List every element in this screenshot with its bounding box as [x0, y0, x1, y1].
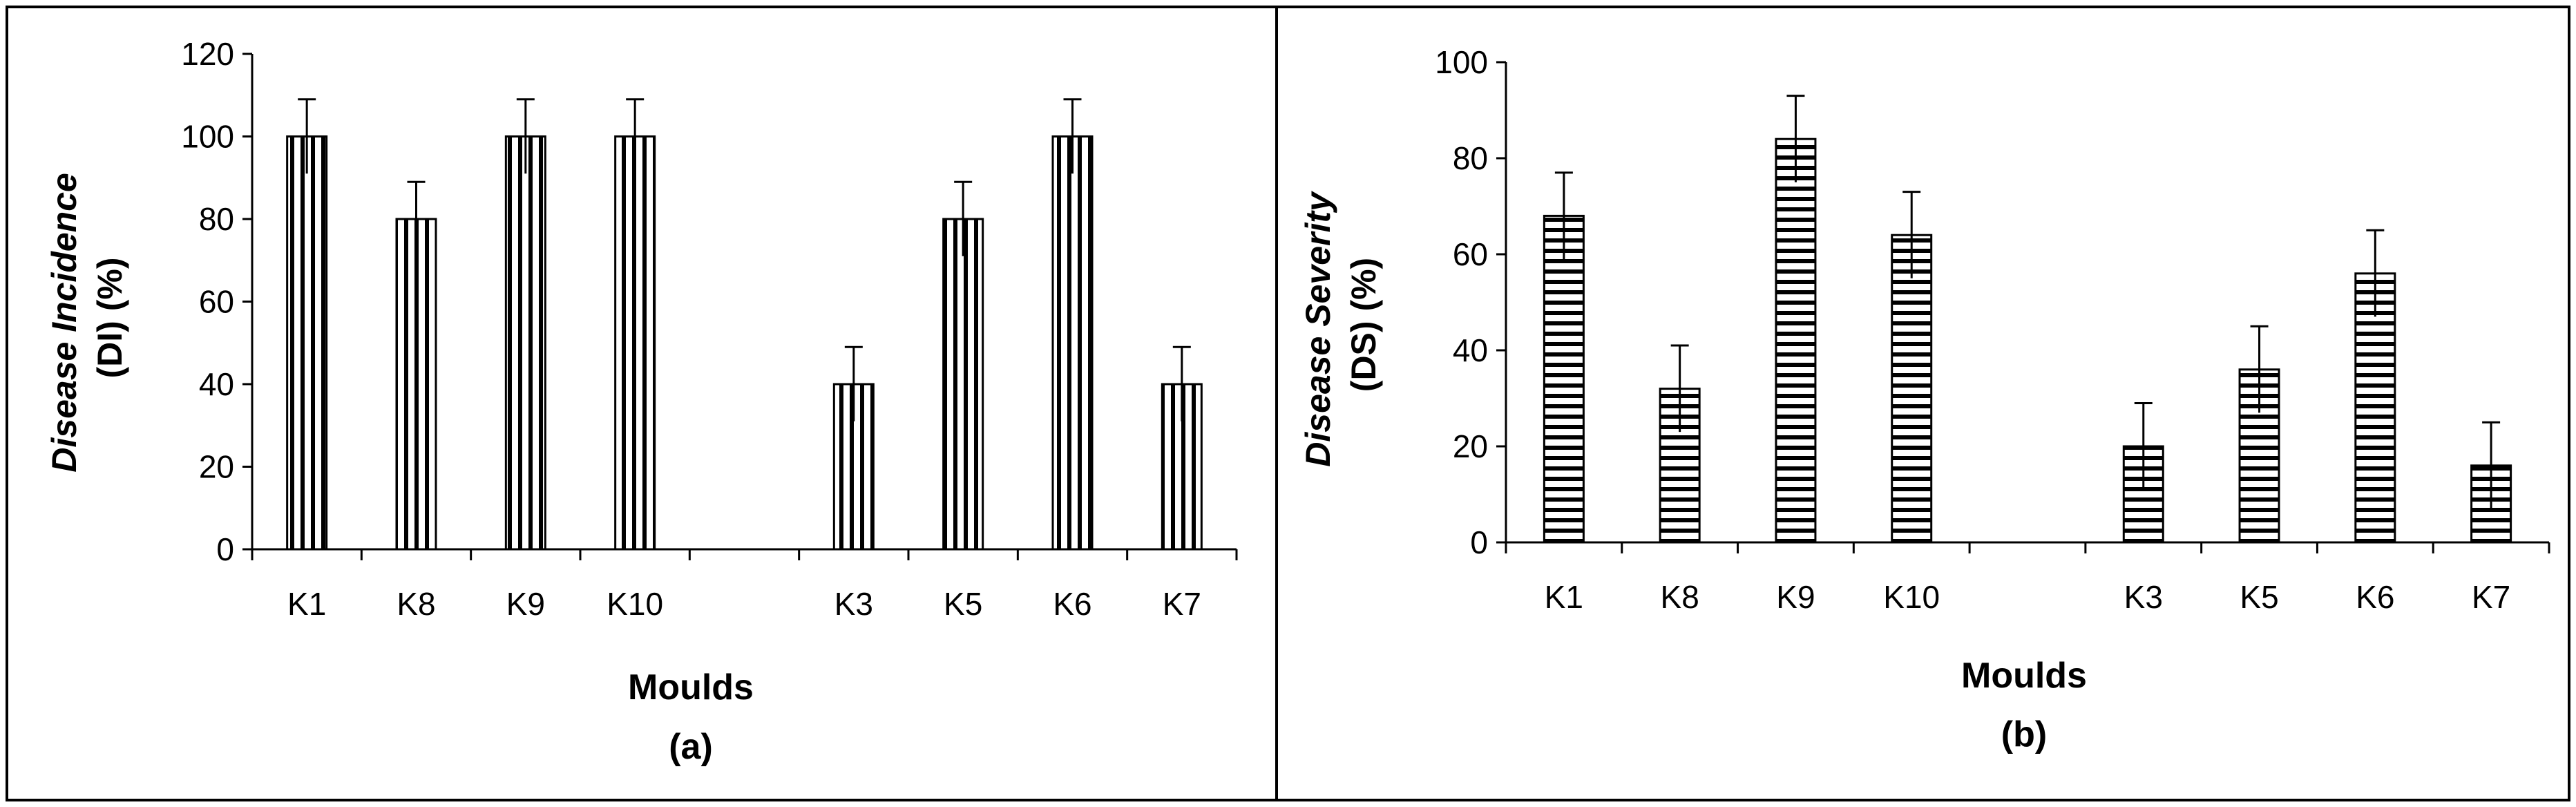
- x-tick-label-b: K3: [2124, 579, 2163, 615]
- bar-b: [2354, 272, 2396, 544]
- x-tick-label-a: K10: [607, 586, 663, 622]
- y-tick-label-a: 60: [199, 284, 234, 320]
- panel-a: Disease Incidence (DI) (%) Moulds (a) 0 2…: [45, 36, 1238, 767]
- y-axis-title-italic-a: Disease Incidence: [45, 173, 84, 473]
- y-axis-title-a: Disease Incidence (DI) (%): [45, 163, 129, 472]
- y-tick-label-b: 80: [1453, 140, 1488, 176]
- y-tick-label-b: 60: [1453, 236, 1488, 272]
- figure-frame: [6, 6, 2570, 801]
- y-tick-label-a: 120: [181, 36, 234, 72]
- x-tick-label-a: K9: [506, 586, 545, 622]
- panel-caption-a: (a): [669, 727, 713, 767]
- x-tick-label-b: K7: [2472, 579, 2510, 615]
- x-tick-label-a: K6: [1053, 586, 1091, 622]
- y-tick-label-a: 0: [216, 531, 234, 567]
- y-tick-label-a: 40: [199, 366, 234, 402]
- y-tick-label-a: 80: [199, 201, 234, 237]
- x-tick-label-b: K5: [2240, 579, 2278, 615]
- bar-a: [504, 135, 546, 551]
- x-tick-label-a: K8: [397, 586, 435, 622]
- x-tick-label-a: K3: [834, 586, 873, 622]
- y-tick-label-b: 100: [1435, 44, 1488, 80]
- bar-b: [1891, 234, 1933, 544]
- x-axis-title-a: Moulds: [628, 667, 754, 708]
- panel-b: Disease Severity (DS) (%) Moulds (b) 0 20…: [1299, 44, 2550, 754]
- bar-a: [942, 218, 984, 551]
- y-tick-label-a: 100: [181, 119, 234, 155]
- bar-a: [614, 135, 656, 551]
- y-tick-label-b: 20: [1453, 428, 1488, 464]
- y-tick-label-a: 20: [199, 449, 234, 485]
- x-tick-label-a: K7: [1163, 586, 1201, 622]
- y-axis-title-b: Disease Severity (DS) (%): [1299, 182, 1383, 466]
- y-tick-label-b: 40: [1453, 332, 1488, 368]
- y-axis-title-unit-a: (DI) (%): [90, 258, 129, 379]
- bar-a: [286, 135, 328, 551]
- bar-a: [395, 218, 437, 551]
- x-tick-label-a: K1: [287, 586, 326, 622]
- x-tick-label-b: K9: [1776, 579, 1815, 615]
- x-tick-label-b: K10: [1883, 579, 1940, 615]
- bar-b: [1775, 137, 1817, 544]
- y-tick-label-b: 0: [1470, 524, 1488, 560]
- y-axis-title-unit-b: (DS) (%): [1344, 258, 1383, 392]
- bar-a: [1051, 135, 1094, 551]
- x-axis-title-b: Moulds: [1961, 656, 2087, 696]
- x-tick-label-b: K8: [1661, 579, 1699, 615]
- y-axis-title-italic-b: Disease Severity: [1299, 191, 1337, 467]
- x-tick-label-b: K1: [1545, 579, 1583, 615]
- panel-caption-b: (b): [2001, 714, 2047, 754]
- x-tick-label-b: K6: [2356, 579, 2394, 615]
- bar-b: [1543, 214, 1585, 544]
- x-tick-label-a: K5: [944, 586, 982, 622]
